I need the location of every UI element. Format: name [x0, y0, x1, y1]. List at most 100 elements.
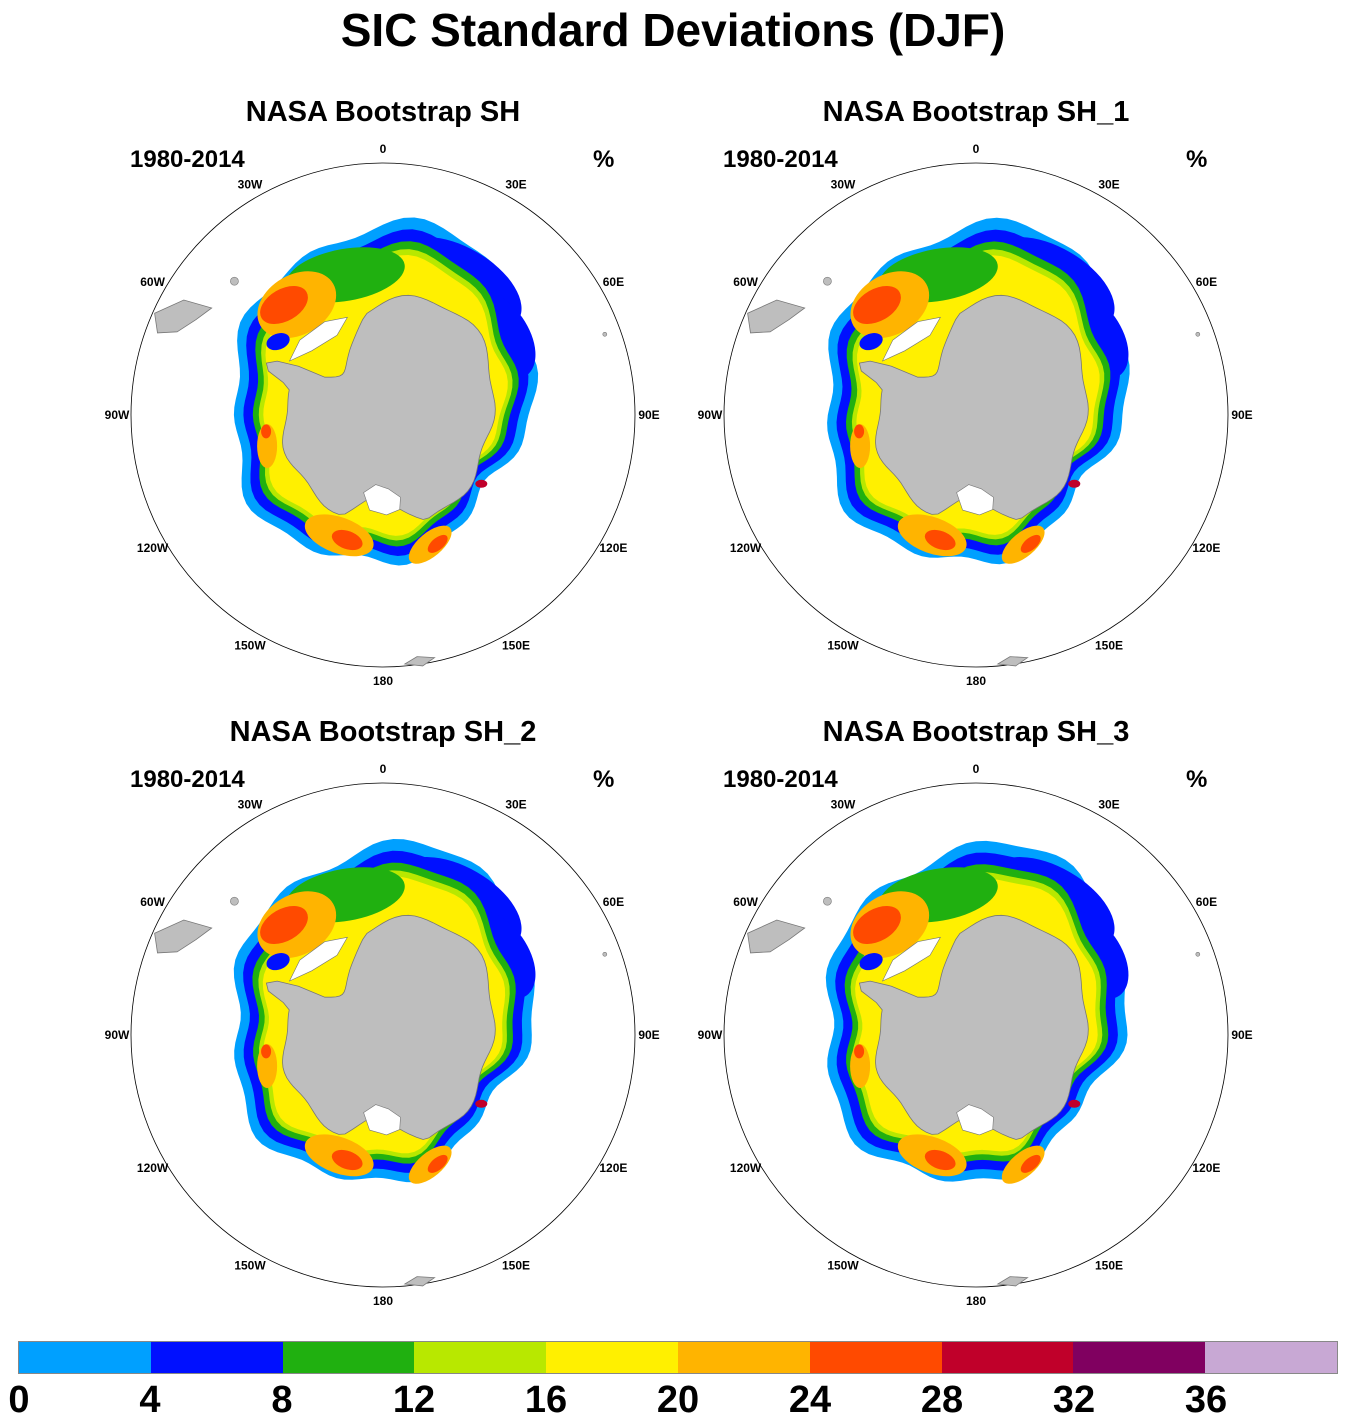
ross-ice-shelf [363, 1104, 401, 1136]
longitude-label: 60W [140, 895, 165, 909]
colorbar-swatch [1205, 1342, 1337, 1373]
longitude-label: 90W [105, 1028, 130, 1042]
longitude-label: 120E [599, 1161, 627, 1175]
island-landmass [1195, 952, 1201, 957]
colorbar-swatch [677, 1342, 810, 1373]
colorbar-tick-label: 24 [788, 1379, 832, 1421]
sic-contour-4-8 [859, 953, 883, 971]
south-america-landmass [747, 919, 806, 954]
units-label: % [1186, 766, 1208, 793]
longitude-label: 90W [698, 408, 723, 422]
longitude-label: 120E [1192, 1161, 1220, 1175]
panel-title: NASA Bootstrap SH_1 [822, 96, 1130, 128]
island-landmass [1195, 332, 1201, 337]
south-america-landmass [747, 299, 806, 334]
longitude-label: 120E [1192, 541, 1220, 555]
longitude-label: 150E [1095, 638, 1123, 652]
sic-contour-24-28 [331, 529, 363, 551]
colorbar [18, 1341, 1338, 1374]
longitude-label: 90W [698, 1028, 723, 1042]
longitude-label: 180 [373, 674, 393, 688]
colorbar-swatch [282, 1342, 415, 1373]
panel-title: NASA Bootstrap SH_2 [229, 716, 537, 748]
longitude-label: 0 [973, 762, 980, 776]
south-america-landmass [154, 299, 213, 334]
longitude-label: 30W [238, 798, 263, 812]
sic-contour-4-8 [266, 953, 290, 971]
longitude-label: 150E [1095, 1258, 1123, 1272]
units-label: % [1186, 146, 1208, 173]
new-zealand-landmass [996, 656, 1029, 667]
units-label: % [593, 766, 615, 793]
longitude-label: 30W [831, 178, 856, 192]
longitude-label: 90E [1231, 1028, 1252, 1042]
south-america-landmass [154, 919, 213, 954]
sic-contour-28-32 [475, 479, 488, 488]
longitude-label: 120W [137, 1161, 169, 1175]
longitude-label: 60W [733, 895, 758, 909]
colorbar-tick-label: 4 [139, 1379, 161, 1421]
longitude-label: 150E [502, 1258, 530, 1272]
longitude-label: 180 [373, 1294, 393, 1308]
weddell-ice-shelf [288, 936, 348, 982]
colorbar-swatch [546, 1342, 678, 1373]
map-panel: NASA Bootstrap SH_2 1980-2014 % 0 30E 60E 9… [105, 715, 713, 1325]
period-label: 1980-2014 [130, 146, 245, 173]
ross-ice-shelf [956, 484, 994, 516]
island-landmass [602, 952, 608, 957]
longitude-label: 0 [973, 142, 980, 156]
colorbar-labels: 0 4 8 12 16 20 24 28 32 36 [0, 1378, 1346, 1422]
longitude-label: 60E [1196, 895, 1217, 909]
longitude-label: 30W [831, 798, 856, 812]
colorbar-swatch [941, 1342, 1074, 1373]
island-landmass [602, 332, 608, 337]
colorbar-swatch [150, 1342, 283, 1373]
longitude-label: 90E [1231, 408, 1252, 422]
period-label: 1980-2014 [723, 766, 838, 793]
colorbar-swatch [809, 1342, 942, 1373]
longitude-label: 60W [733, 275, 758, 289]
longitude-label: 150E [502, 638, 530, 652]
longitude-label: 30E [505, 798, 526, 812]
weddell-ice-shelf [881, 936, 941, 982]
sic-contour-4-8 [859, 333, 883, 351]
sic-contour-24-28 [853, 906, 901, 944]
longitude-label: 180 [966, 674, 986, 688]
longitude-label: 60E [603, 275, 624, 289]
map-panel: NASA Bootstrap SH_3 1980-2014 % 0 30E 60E 9… [698, 715, 1306, 1325]
main-title: SIC Standard Deviations (DJF) [340, 4, 1006, 56]
ross-ice-shelf [956, 1104, 994, 1136]
longitude-label: 90W [105, 408, 130, 422]
colorbar-swatch [19, 1342, 151, 1373]
longitude-label: 90E [638, 408, 659, 422]
longitude-label: 30E [1098, 798, 1119, 812]
sic-contour-24-28 [261, 1044, 272, 1059]
sic-contour-24-28 [260, 906, 308, 944]
colorbar-tick-label: 8 [271, 1379, 293, 1421]
longitude-label: 150W [234, 1258, 266, 1272]
longitude-label: 120W [730, 1161, 762, 1175]
sic-contour-24-28 [427, 1154, 448, 1173]
island-landmass [823, 896, 832, 906]
sic-contour-24-28 [853, 286, 901, 324]
polar-map: 0 30E 60E 90E 120E 150E 180 150W 120W 90W 60W 30W [698, 762, 1253, 1308]
longitude-label: 30E [1098, 178, 1119, 192]
island-landmass [230, 276, 239, 286]
longitude-label: 30W [238, 178, 263, 192]
colorbar-tick-label: 0 [8, 1379, 30, 1421]
polar-map: 0 30E 60E 90E 120E 150E 180 150W 120W 90W 60W 30W [698, 142, 1253, 688]
longitude-label: 60E [1196, 275, 1217, 289]
new-zealand-landmass [403, 1276, 436, 1287]
colorbar-tick-label: 16 [524, 1379, 568, 1421]
sic-contour-24-28 [261, 424, 272, 439]
longitude-label: 0 [380, 142, 387, 156]
longitude-label: 60E [603, 895, 624, 909]
ross-ice-shelf [363, 484, 401, 516]
island-landmass [823, 276, 832, 286]
sic-contour-24-28 [331, 1149, 363, 1171]
new-zealand-landmass [996, 1276, 1029, 1287]
sic-contour-24-28 [260, 286, 308, 324]
longitude-label: 120E [599, 541, 627, 555]
period-label: 1980-2014 [130, 766, 245, 793]
sic-contour-24-28 [924, 529, 956, 551]
